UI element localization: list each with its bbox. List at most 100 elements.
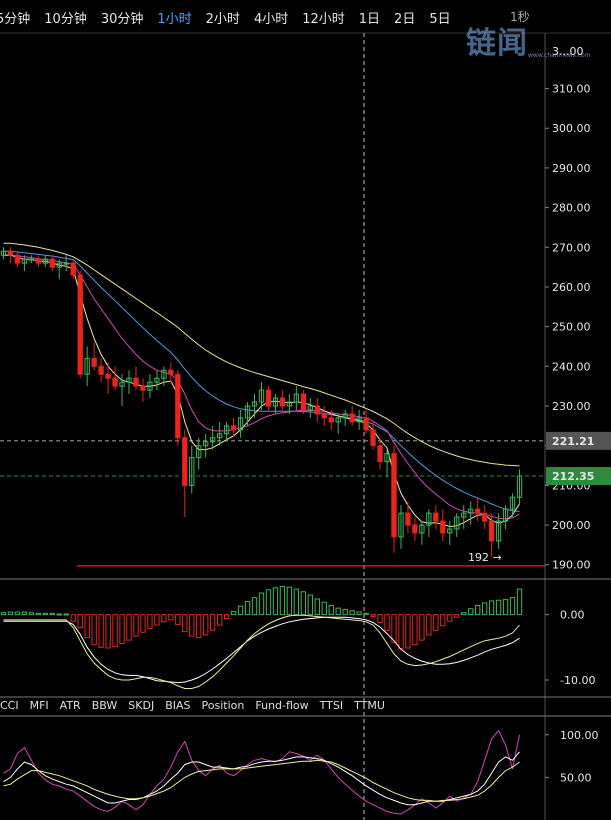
watermark-subtext: www.chainnews.com <box>528 52 591 59</box>
candle-body <box>230 425 237 431</box>
macd-histogram-bar <box>42 612 48 616</box>
candle-body <box>279 397 286 407</box>
candle-body <box>405 512 411 526</box>
indicator-tab[interactable]: MFI <box>29 699 49 712</box>
macd-histogram-bar <box>216 614 223 626</box>
indicator-tab[interactable]: ATR <box>59 699 81 712</box>
macd-histogram-bar <box>49 612 55 616</box>
timeframe-tab[interactable]: 12小时 <box>302 12 345 27</box>
macd-histogram-bar <box>300 591 307 616</box>
candle-body <box>307 405 313 411</box>
y-tick-label: -10.00 <box>560 674 595 687</box>
indicator-tab[interactable]: CCI <box>0 699 19 712</box>
macd-histogram-bar <box>391 614 397 644</box>
indicator-tab[interactable]: Position <box>201 699 245 712</box>
candle-body <box>251 401 258 407</box>
timeframe-tab[interactable]: 2小时 <box>205 12 240 27</box>
candle-body <box>447 528 453 534</box>
macd-histogram-bar <box>230 610 237 616</box>
candle-body <box>216 433 223 439</box>
candle-body <box>468 508 474 514</box>
candle-body <box>244 405 251 419</box>
candle-body <box>182 437 188 486</box>
timeframe-tab[interactable]: 2日 <box>394 12 416 27</box>
timeframe-tab[interactable]: 30分钟 <box>100 12 144 27</box>
candle-body <box>454 516 460 530</box>
macd-histogram-bar <box>488 600 495 616</box>
candle-body <box>461 512 467 518</box>
candle-body <box>84 357 90 375</box>
macd-histogram-bar <box>70 614 76 622</box>
indicator-tab[interactable]: BBW <box>91 699 118 712</box>
indicator-tab[interactable]: SKDJ <box>128 699 155 712</box>
ma-mid-line <box>3 254 520 520</box>
macd-signal-line <box>3 614 520 689</box>
macd-histogram-bar <box>321 601 327 616</box>
macd-histogram-bar <box>363 612 369 616</box>
candle-body <box>133 377 139 387</box>
candle-body <box>370 429 376 447</box>
candle-body <box>21 258 28 264</box>
oscillator-line-d <box>3 759 520 802</box>
macd-histogram-bar <box>28 612 35 616</box>
macd-histogram-bar <box>7 611 14 616</box>
timeframe-tab[interactable]: 1日 <box>358 12 381 27</box>
timeframe-tab[interactable]: 4小时 <box>253 12 289 27</box>
candle-body <box>77 274 83 375</box>
candle-body <box>63 262 69 265</box>
macd-histogram-bar <box>335 607 341 616</box>
macd-histogram-bar <box>272 587 279 616</box>
macd-histogram-bar <box>328 604 334 616</box>
macd-histogram-bar <box>398 614 404 650</box>
macd-histogram-bar <box>35 612 42 616</box>
macd-histogram-bar <box>251 597 258 616</box>
timeframe-toolbar: 5分钟 10分钟 30分钟 1小时 2小时 4小时 12小时 1日 2日 5日 1秒 <box>0 0 611 32</box>
candle-body <box>272 397 279 407</box>
candle-body <box>210 437 216 443</box>
timeframe-tab[interactable]: 1小时 <box>157 12 192 27</box>
candle-body <box>189 457 195 486</box>
low-price-marker: 192 → <box>468 551 502 564</box>
macd-histogram-bar <box>98 614 104 648</box>
indicator-tab[interactable]: BIAS <box>165 699 191 712</box>
timeframe-tab[interactable]: 10分钟 <box>44 12 87 27</box>
candle-body <box>0 250 7 256</box>
candle-body <box>175 373 181 439</box>
timeframe-tab[interactable]: 5分钟 <box>0 12 31 27</box>
candle-body <box>49 258 55 268</box>
last-price-label: 212.35 <box>552 470 594 483</box>
indicator-tab[interactable]: TTMU <box>354 699 385 712</box>
macd-histogram-bar <box>0 612 7 616</box>
candle-body <box>56 262 62 268</box>
macd-histogram-bar <box>154 614 160 626</box>
timeframe-tab[interactable]: 5日 <box>429 12 451 27</box>
macd-histogram-bar <box>63 613 69 616</box>
y-tick-label: 0.00 <box>560 609 585 622</box>
candle-body <box>356 417 362 423</box>
candle-body <box>398 512 404 538</box>
candle-body <box>293 393 300 403</box>
macd-histogram-bar <box>356 611 362 616</box>
macd-histogram-bar <box>84 614 90 639</box>
macd-histogram-bar <box>419 614 425 641</box>
candle-body <box>203 441 209 447</box>
macd-histogram-bar <box>426 614 432 636</box>
indicator-tab[interactable]: Fund-flow <box>255 699 309 712</box>
candle-body <box>140 385 146 391</box>
macd-histogram-bar <box>105 614 111 649</box>
macd-histogram-bar <box>468 608 474 616</box>
macd-histogram-bar <box>440 614 446 627</box>
candle-body <box>98 365 104 375</box>
y-tick-label: 3...00 <box>552 45 584 58</box>
candle-body <box>258 389 265 403</box>
y-tick-label: 230.00 <box>552 400 591 413</box>
macd-histogram-bar <box>475 604 481 616</box>
indicator-tab[interactable]: TTSI <box>319 699 344 712</box>
y-tick-label: 50.00 <box>560 771 592 784</box>
macd-histogram-bar <box>203 614 209 636</box>
macd-histogram-bar <box>377 614 383 623</box>
candle-body <box>384 453 390 463</box>
refresh-interval-button[interactable]: 1秒 <box>510 10 530 24</box>
macd-histogram-bar <box>223 614 230 620</box>
